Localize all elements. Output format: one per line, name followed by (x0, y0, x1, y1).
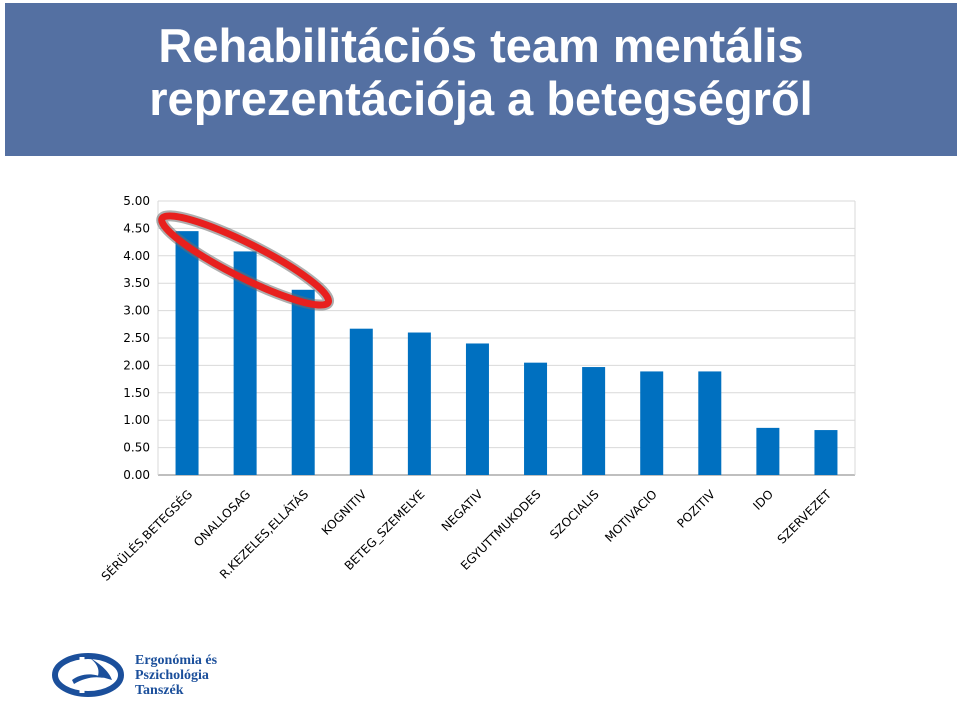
department-logo: Ergonómia és Pszichológia Tanszék (52, 650, 272, 700)
highlight-ring (156, 210, 335, 311)
x-tick-label: KOGNITIV (319, 487, 370, 538)
title-band: Rehabilitációs team mentális reprezentác… (5, 3, 957, 156)
slide-title-line-1: Rehabilitációs team mentális (158, 19, 804, 72)
bars (175, 231, 838, 475)
slide-title: Rehabilitációs team mentális reprezentác… (5, 19, 957, 125)
x-tick-label: NEGATIV (439, 487, 486, 534)
y-tick-label: 3.00 (123, 304, 150, 318)
x-tick-label: SZERVEZET (775, 487, 835, 547)
x-tick-label: SÉRÜLÉS,BETEGSÉG (97, 486, 195, 584)
bar (814, 430, 838, 475)
logo-text: Ergonómia és Pszichológia Tanszék (135, 653, 217, 698)
bar (756, 427, 780, 475)
x-tick-label: SZOCIALIS (547, 487, 602, 542)
logo-line-1: Ergonómia és (135, 653, 218, 668)
y-tick-label: 4.00 (123, 249, 150, 263)
x-tick-label: ONALLOSAG (191, 487, 253, 549)
y-tick-label: 0.50 (123, 441, 150, 455)
x-tick-label: POZITIV (674, 487, 718, 531)
highlight-ring-ellipse (158, 212, 333, 309)
university-logo-icon (52, 653, 124, 697)
bar (349, 328, 373, 475)
y-axis-tick-labels: 0.00 0.50 1.00 1.50 2.00 2.50 3.00 3.50 4.00 4.50… (123, 194, 150, 482)
bar (465, 343, 489, 475)
bar (698, 371, 722, 475)
bar (582, 367, 606, 475)
slide-title-line-2: reprezentációja a betegségről (149, 72, 813, 125)
x-axis-category-labels: SÉRÜLÉS,BETEGSÉGONALLOSAGR.KEZELES,ELLÁT… (97, 486, 834, 584)
grid-lines (157, 200, 856, 476)
logo-line-3: Tanszék (135, 683, 184, 698)
y-tick-label: 1.50 (123, 386, 150, 400)
y-tick-label: 0.00 (123, 468, 150, 482)
bar (407, 332, 431, 475)
y-tick-label: 2.50 (123, 331, 150, 345)
y-tick-label: 2.00 (123, 358, 150, 372)
bar (524, 362, 548, 475)
logo-line-2: Pszichológia (135, 668, 209, 683)
bar (233, 251, 257, 475)
y-tick-label: 4.50 (123, 221, 150, 235)
y-tick-label: 3.50 (123, 276, 150, 290)
bar (640, 371, 664, 475)
highlight-ring-group (156, 210, 335, 311)
x-tick-label: MOTIVACIO (602, 487, 660, 545)
y-tick-label: 1.00 (123, 413, 150, 427)
y-tick-label: 5.00 (123, 194, 150, 208)
x-tick-label: IDO (750, 487, 776, 513)
bar (175, 231, 199, 475)
bar (291, 289, 315, 475)
